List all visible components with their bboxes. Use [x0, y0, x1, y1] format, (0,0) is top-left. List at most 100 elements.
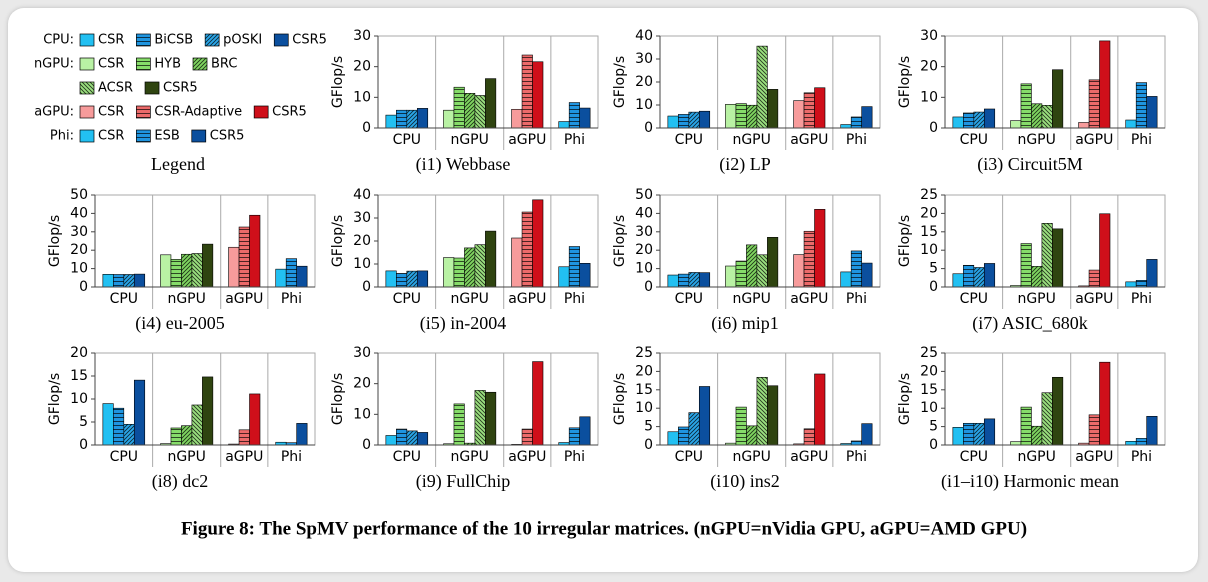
x-tick-label: aGPU	[225, 449, 263, 465]
bar	[1031, 266, 1043, 288]
bar	[688, 111, 700, 129]
bar	[667, 431, 679, 446]
bar	[861, 106, 873, 129]
y-tick-label: 0	[644, 120, 653, 136]
bar	[767, 237, 779, 288]
x-tick-label: CPU	[393, 132, 421, 148]
chart-title: (i8) dc2	[152, 471, 208, 492]
legend-swatch	[191, 129, 207, 143]
bar	[453, 403, 465, 446]
legend-label: CSR5	[292, 33, 327, 48]
legend-group-label: Phi:	[50, 129, 74, 144]
legend-label: CSR5	[210, 129, 245, 144]
bar	[170, 259, 182, 288]
x-tick-label: aGPU	[1075, 449, 1113, 465]
legend-label: CSR	[98, 33, 124, 48]
legend-group-label: aGPU:	[34, 105, 74, 120]
x-tick-label: aGPU	[1075, 132, 1113, 148]
x-tick-label: Phi	[1131, 132, 1152, 148]
bar	[181, 425, 193, 446]
y-tick-label: 40	[70, 205, 88, 221]
bar	[485, 391, 497, 446]
bar	[963, 112, 975, 129]
x-tick-label: aGPU	[508, 291, 546, 307]
x-tick-label: aGPU	[1075, 291, 1113, 307]
bar	[474, 244, 486, 288]
bar	[202, 243, 214, 288]
bar	[160, 254, 172, 288]
x-tick-label: nGPU	[1017, 132, 1055, 148]
y-axis-label: GFlop/s	[330, 56, 346, 108]
bar	[228, 246, 240, 288]
bar	[464, 247, 476, 288]
y-tick-label: 10	[920, 89, 938, 105]
figure-card	[8, 8, 1198, 572]
y-tick-label: 0	[929, 279, 938, 295]
chart-title: (i6) mip1	[711, 313, 779, 334]
bar	[1146, 96, 1158, 129]
bar	[511, 237, 523, 288]
y-tick-label: 20	[920, 59, 938, 75]
bar	[1041, 105, 1053, 129]
bar	[678, 426, 690, 446]
bar	[532, 61, 544, 129]
legend-swatch	[192, 57, 208, 71]
caption: Figure 8: The SpMV performance of the 10…	[181, 518, 1027, 539]
bar	[1020, 243, 1032, 288]
y-tick-label: 40	[635, 205, 653, 221]
bar	[443, 257, 455, 288]
bar	[850, 440, 862, 446]
bar	[698, 110, 711, 129]
bar	[416, 108, 429, 129]
chart-title: (i9) FullChip	[416, 471, 511, 492]
y-axis-label: GFlop/s	[47, 373, 63, 425]
bar	[453, 257, 465, 288]
x-tick-label: CPU	[675, 449, 703, 465]
y-tick-label: 50	[635, 187, 653, 203]
bar	[202, 376, 214, 446]
legend-swatch	[136, 129, 151, 143]
bar	[814, 87, 826, 129]
legend-label: CSR	[98, 57, 124, 72]
bar	[1031, 425, 1043, 446]
bar	[249, 393, 261, 446]
bar	[1146, 259, 1158, 288]
x-tick-label: Phi	[281, 291, 302, 307]
bar	[1078, 122, 1090, 129]
y-tick-label: 0	[644, 437, 653, 453]
bar	[416, 270, 429, 288]
legend-swatch	[204, 33, 220, 47]
bar	[688, 272, 700, 288]
bar	[678, 114, 690, 129]
legend-swatch	[273, 33, 289, 47]
y-tick-label: 0	[362, 437, 371, 453]
y-tick-label: 0	[929, 437, 938, 453]
legend-label: pOSKI	[223, 33, 262, 48]
chart-title: (i4) eu-2005	[135, 313, 224, 334]
bar	[406, 430, 418, 446]
bar	[275, 268, 287, 288]
y-tick-label: 25	[920, 187, 938, 203]
x-tick-label: Phi	[846, 449, 867, 465]
legend-group-label: CPU:	[43, 33, 74, 48]
bar	[1125, 441, 1137, 446]
bar	[1020, 83, 1032, 129]
x-tick-label: aGPU	[790, 291, 828, 307]
y-tick-label: 10	[70, 391, 88, 407]
bar	[1099, 361, 1111, 446]
x-tick-label: nGPU	[450, 132, 488, 148]
bar	[756, 254, 768, 288]
bar	[1041, 223, 1053, 288]
bar	[532, 199, 544, 288]
x-tick-label: nGPU	[1017, 291, 1055, 307]
y-tick-label: 15	[70, 368, 88, 384]
bar	[296, 265, 308, 288]
x-tick-label: nGPU	[732, 449, 770, 465]
y-tick-label: 10	[635, 400, 653, 416]
bar	[698, 386, 711, 446]
legend-label: ACSR	[98, 81, 133, 96]
y-tick-label: 0	[644, 279, 653, 295]
legend-swatch	[136, 57, 151, 71]
legend-swatch	[136, 33, 151, 47]
legend-label: CSR-Adaptive	[154, 105, 242, 120]
